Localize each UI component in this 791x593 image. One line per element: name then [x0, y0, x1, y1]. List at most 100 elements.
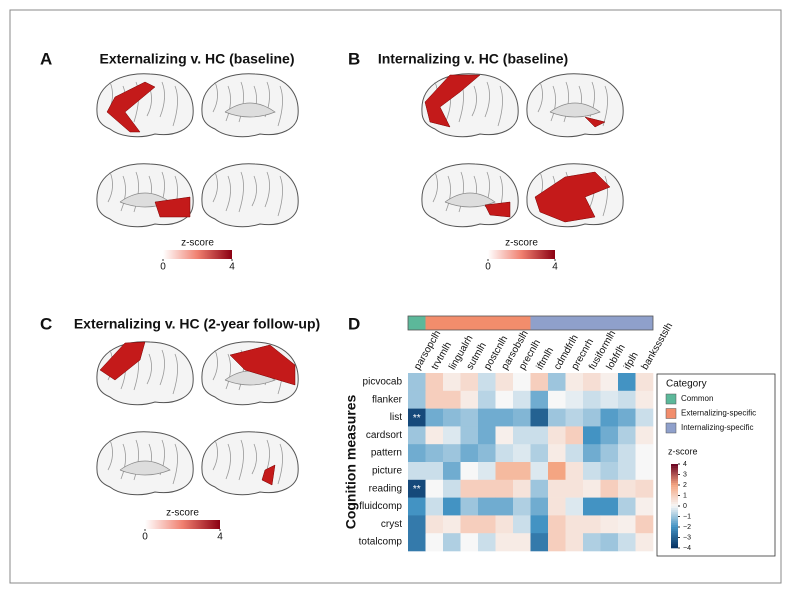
sulcus [264, 171, 270, 208]
sulcus [225, 443, 231, 480]
brain [96, 431, 194, 496]
heatmap-cell [583, 533, 601, 552]
heatmap-cell [548, 426, 566, 445]
heatmap-cell [618, 444, 636, 463]
sulcus [445, 175, 451, 212]
heatmap-cell [618, 479, 636, 498]
colorbar-segment [671, 518, 678, 521]
heatmap-cell [635, 408, 654, 427]
heatmap-cell [495, 515, 514, 534]
heatmap-cell [425, 533, 444, 552]
heatmap-cell [600, 444, 619, 463]
sulcus [277, 443, 283, 485]
sulcus [497, 85, 503, 127]
row-label: totalcomp [359, 537, 403, 548]
category-cell [513, 316, 531, 330]
legend-swatch [665, 393, 677, 405]
heatmap-cell [460, 408, 479, 427]
row-label: cryst [381, 519, 402, 530]
heatmap-cell [548, 390, 566, 409]
heatmap-cell [443, 515, 461, 534]
colorbar-segment [671, 482, 678, 486]
heatmap-cell [443, 408, 461, 427]
heatmap-cell [618, 515, 636, 534]
sulcus [225, 353, 231, 390]
category-cell [408, 316, 426, 330]
sulcus [471, 85, 477, 117]
heatmap-cell [530, 462, 549, 481]
panel-label: C [40, 314, 52, 333]
colorbar-tick-label: 3 [683, 471, 687, 478]
heatmap-cell [618, 408, 636, 427]
heatmap-cell [583, 408, 601, 427]
sulcus [238, 171, 244, 213]
activation [261, 464, 276, 486]
sulcus [212, 349, 218, 381]
heatmap-cell [408, 533, 426, 552]
panel-title: Externalizing v. HC (2-year follow-up) [74, 316, 320, 332]
activation [534, 171, 611, 223]
heatmap-cell [513, 515, 531, 534]
colorbar-segment [671, 543, 678, 547]
heatmap-cell [460, 497, 479, 516]
panel-label: A [40, 49, 52, 68]
heatmap-cell [495, 408, 514, 427]
colorbar-tick-label: 0 [683, 503, 687, 510]
heatmap-cell [408, 497, 426, 516]
brain-outline [201, 163, 299, 228]
sulcus [159, 81, 165, 118]
colorbar-label: z-score [181, 238, 214, 249]
heatmap-cell [443, 533, 461, 552]
legend-entry: Externalizing-specific [681, 409, 756, 418]
y-axis-label: Cognition measures [343, 395, 359, 530]
heatmap-cell [600, 462, 619, 481]
heatmap-cell [425, 390, 444, 409]
heatmap-cell [478, 444, 496, 463]
category-cell [425, 316, 443, 330]
significance-label: ** [413, 484, 421, 495]
sulcus [225, 85, 231, 122]
sulcus [172, 443, 178, 485]
heatmap-cell [635, 533, 654, 552]
heatmap-cell [530, 444, 549, 463]
colorbar-tick-label: −1 [683, 513, 691, 520]
frame [9, 9, 782, 584]
row-label: flanker [372, 394, 403, 405]
heatmap-cell [565, 373, 584, 392]
colorbar-segment [671, 533, 678, 536]
brain [96, 163, 194, 228]
sulcus [133, 171, 139, 213]
sulcus [212, 439, 218, 471]
sulcus [146, 353, 152, 385]
heatmap-cell [478, 479, 496, 498]
panel-label: B [348, 49, 360, 68]
heatmap-cell [565, 426, 584, 445]
heatmap-cell [460, 444, 479, 463]
colorbar-segment [671, 529, 678, 532]
colorbar-tick-label: 4 [229, 262, 235, 273]
sulcus [550, 85, 556, 122]
heatmap-cell [600, 426, 619, 445]
heatmap-cell [548, 533, 566, 552]
colorbar-segment [671, 527, 678, 530]
medial-wall [119, 460, 171, 476]
heatmap-cell [460, 533, 479, 552]
heatmap-cell [530, 408, 549, 427]
heatmap-cell [600, 497, 619, 516]
colorbar-segment [671, 524, 678, 528]
colorbar-segment [671, 470, 678, 473]
heatmap-cell [530, 426, 549, 445]
heatmap-cell [478, 373, 496, 392]
heatmap-cell [565, 444, 584, 463]
heatmap-cell [565, 462, 584, 481]
heatmap-cell [583, 390, 601, 409]
heatmap-cell [495, 444, 514, 463]
heatmap-cell [635, 515, 654, 534]
category-cell [548, 316, 566, 330]
panel-title: Internalizing v. HC (baseline) [378, 51, 568, 67]
medial-wall [549, 102, 601, 118]
heatmap-cell [495, 479, 514, 498]
heatmap-cell [408, 390, 426, 409]
heatmap-cell [495, 497, 514, 516]
sulcus [212, 171, 218, 203]
